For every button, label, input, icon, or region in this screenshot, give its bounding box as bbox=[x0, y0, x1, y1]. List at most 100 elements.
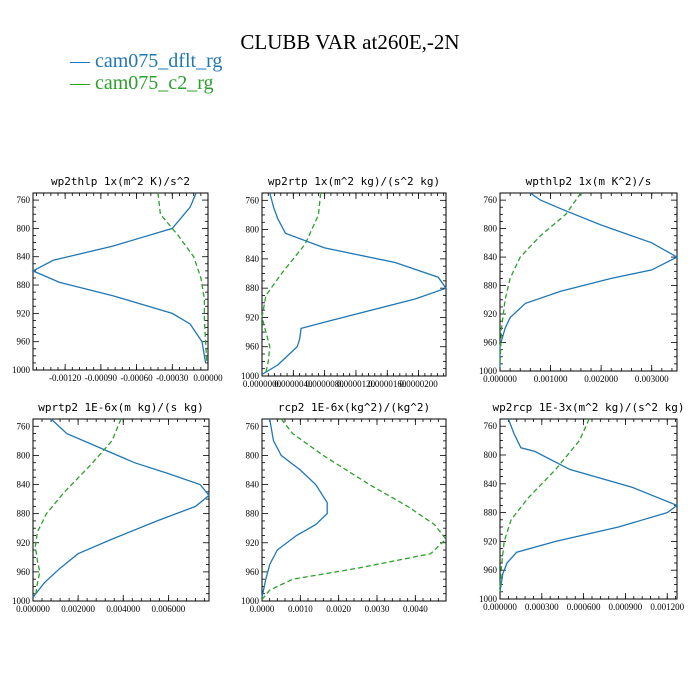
panel-title: wprtp2 1E-6x(m kg)/(s kg) bbox=[38, 401, 204, 414]
y-tick-label: 1000 bbox=[479, 366, 498, 376]
x-tick-label: -0.00060 bbox=[120, 373, 153, 383]
y-tick-label: 760 bbox=[484, 195, 498, 205]
plot-frame bbox=[32, 192, 209, 371]
x-tick-label: 0.0040 bbox=[403, 604, 428, 614]
plot-frame bbox=[32, 418, 210, 602]
plot-frame bbox=[499, 192, 678, 372]
y-tick-label: 880 bbox=[17, 280, 31, 290]
y-tick-label: 920 bbox=[484, 309, 498, 319]
y-tick-label: 760 bbox=[246, 195, 260, 205]
legend-label-c2: — cam075_c2_rg bbox=[70, 72, 214, 94]
x-tick-label: 0.004000 bbox=[106, 604, 140, 614]
y-tick-label: 960 bbox=[246, 567, 260, 577]
x-tick-label: 0.0000120 bbox=[337, 379, 376, 389]
x-tick-label: 0.001000 bbox=[534, 374, 568, 384]
y-tick-label: 800 bbox=[246, 450, 260, 460]
series-line-c2 bbox=[499, 192, 582, 364]
y-tick-label: 760 bbox=[246, 421, 260, 431]
y-tick-label: 920 bbox=[484, 536, 498, 546]
panel-title: wp2rcp 1E-3x(m^2 kg)/(s^2 kg) bbox=[492, 401, 684, 414]
y-tick-label: 960 bbox=[17, 567, 31, 577]
panel-title: wp2thlp 1x(m^2 K)/s^2 bbox=[51, 175, 190, 188]
panel-1: wp2thlp 1x(m^2 K)/s^2 760 800 840 880 920 960 1… bbox=[12, 175, 223, 383]
x-tick-label: 0.000300 bbox=[525, 602, 559, 612]
x-tick-label: 0.000000 bbox=[16, 604, 50, 614]
x-tick-label: -0.00090 bbox=[85, 373, 118, 383]
legend: — cam075_dflt_rg — cam075_c2_rg bbox=[70, 50, 222, 94]
series-line-c2 bbox=[261, 192, 322, 373]
y-tick-label: 920 bbox=[246, 538, 260, 548]
panel-title: rcp2 1E-6x(kg^2)/(kg^2) bbox=[278, 401, 430, 414]
y-tick-label: 960 bbox=[484, 338, 498, 348]
y-tick-label: 840 bbox=[246, 254, 260, 264]
x-tick-label: 0.0000 bbox=[250, 604, 275, 614]
series-line-dflt bbox=[32, 418, 210, 598]
y-tick-label: 840 bbox=[246, 480, 260, 490]
y-tick-label: 800 bbox=[17, 223, 31, 233]
y-tick-label: 1000 bbox=[12, 596, 31, 606]
y-tick-label: 920 bbox=[17, 308, 31, 318]
series-line-c2 bbox=[34, 418, 122, 598]
panel-3: wpthlp2 1x(m K^2)/s 760 800 840 880 920 960 100… bbox=[479, 175, 679, 384]
series-line-dflt bbox=[499, 192, 679, 368]
x-tick-label: 0.002000 bbox=[61, 604, 95, 614]
x-tick-label: 0.006000 bbox=[152, 604, 186, 614]
y-tick-label: 800 bbox=[246, 225, 260, 235]
y-tick-label: 880 bbox=[246, 509, 260, 519]
x-tick-label: 0.000000 bbox=[483, 602, 517, 612]
panel-title: wp2rtp 1x(m^2 kg)/(s^2 kg) bbox=[268, 175, 440, 188]
y-tick-label: 1000 bbox=[12, 365, 31, 375]
y-tick-label: 840 bbox=[17, 252, 31, 262]
series-line-dflt bbox=[499, 418, 679, 592]
x-tick-label: -0.00030 bbox=[156, 373, 189, 383]
panel-title: wpthlp2 1x(m K^2)/s bbox=[526, 175, 652, 188]
y-tick-label: 800 bbox=[484, 450, 498, 460]
y-tick-label: 800 bbox=[484, 224, 498, 234]
panel-2: wp2rtp 1x(m^2 kg)/(s^2 kg) 760 800 840 880 92… bbox=[241, 175, 448, 389]
y-tick-label: 760 bbox=[17, 195, 31, 205]
x-tick-label: 0.0010 bbox=[288, 604, 313, 614]
plot-frame bbox=[261, 418, 447, 602]
x-tick-label: 0.0000000 bbox=[243, 379, 282, 389]
y-tick-label: 960 bbox=[17, 337, 31, 347]
y-tick-label: 1000 bbox=[241, 371, 260, 381]
series-line-c2 bbox=[261, 418, 447, 600]
panel-6: wp2rcp 1E-3x(m^2 kg)/(s^2 kg) 760 800 840 88… bbox=[479, 401, 685, 612]
y-tick-label: 840 bbox=[484, 479, 498, 489]
series-line-c2 bbox=[499, 418, 590, 592]
series-line-dflt bbox=[261, 418, 328, 598]
series-line-c2 bbox=[157, 192, 208, 363]
y-tick-label: 800 bbox=[17, 450, 31, 460]
series-line-dflt bbox=[31, 192, 207, 364]
plot-frame bbox=[261, 192, 447, 377]
x-tick-label: 0.001200 bbox=[650, 602, 684, 612]
legend-label-dflt: — cam075_dflt_rg bbox=[70, 50, 223, 72]
panel-4: wprtp2 1E-6x(m kg)/(s kg) 760 800 840 880 920… bbox=[12, 401, 210, 614]
x-tick-label: 0.0000080 bbox=[306, 379, 345, 389]
panel-5: rcp2 1E-6x(kg^2)/(kg^2) 760 800 840 880 920 96… bbox=[241, 401, 447, 614]
y-tick-label: 760 bbox=[17, 421, 31, 431]
plot-frame bbox=[499, 418, 678, 600]
legend-item-c2: — cam075_c2_rg bbox=[70, 72, 222, 94]
x-tick-label: 0.0000200 bbox=[399, 379, 438, 389]
figure-title: CLUBB VAR at260E,-2N bbox=[240, 30, 460, 54]
x-tick-label: -0.00120 bbox=[49, 373, 82, 383]
y-tick-label: 840 bbox=[484, 252, 498, 262]
y-tick-label: 880 bbox=[484, 281, 498, 291]
legend-item-dflt: — cam075_dflt_rg bbox=[70, 50, 222, 72]
y-tick-label: 840 bbox=[17, 480, 31, 490]
x-tick-label: 0.0020 bbox=[326, 604, 351, 614]
y-tick-label: 760 bbox=[484, 421, 498, 431]
y-tick-label: 880 bbox=[17, 509, 31, 519]
x-tick-label: 0.0030 bbox=[365, 604, 390, 614]
x-tick-label: 0.000900 bbox=[609, 602, 643, 612]
y-tick-label: 920 bbox=[246, 312, 260, 322]
x-tick-label: 0.000600 bbox=[567, 602, 601, 612]
x-tick-label: 0.000000 bbox=[483, 374, 517, 384]
y-tick-label: 960 bbox=[484, 565, 498, 575]
y-tick-label: 880 bbox=[246, 283, 260, 293]
y-tick-label: 1000 bbox=[241, 596, 260, 606]
y-tick-label: 960 bbox=[246, 342, 260, 352]
x-tick-label: 0.0000040 bbox=[274, 379, 313, 389]
